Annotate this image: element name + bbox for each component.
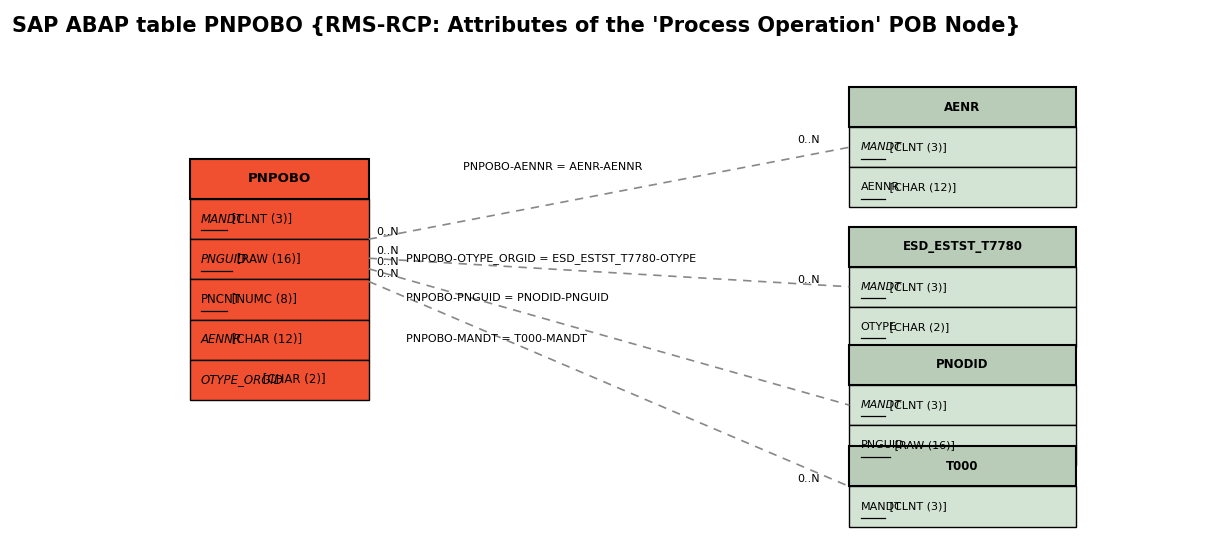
Text: [RAW (16)]: [RAW (16)] — [233, 253, 300, 266]
Text: [CLNT (3)]: [CLNT (3)] — [886, 142, 947, 152]
Text: ESD_ESTST_T7780: ESD_ESTST_T7780 — [902, 240, 1023, 253]
Bar — [849, 486, 1076, 526]
Bar — [849, 167, 1076, 208]
Text: MANDT: MANDT — [861, 502, 901, 512]
Bar — [190, 199, 368, 239]
Text: PNPOBO-MANDT = T000-MANDT: PNPOBO-MANDT = T000-MANDT — [406, 334, 587, 344]
Text: AENR: AENR — [945, 100, 980, 114]
Bar — [849, 345, 1076, 385]
Bar — [849, 307, 1076, 347]
Bar — [849, 446, 1076, 486]
Text: [CHAR (12)]: [CHAR (12)] — [886, 182, 956, 192]
Text: [CLNT (3)]: [CLNT (3)] — [886, 400, 947, 410]
Text: [CHAR (12)]: [CHAR (12)] — [227, 333, 302, 346]
Text: 0..N: 0..N — [376, 246, 399, 256]
Text: MANDT: MANDT — [861, 282, 902, 292]
Text: [CLNT (3)]: [CLNT (3)] — [227, 212, 292, 226]
Bar — [190, 360, 368, 400]
Text: 0..N: 0..N — [376, 257, 399, 267]
Text: AENNR: AENNR — [201, 333, 242, 346]
Text: OTYPE_ORGID: OTYPE_ORGID — [201, 373, 283, 386]
Text: 0..N: 0..N — [798, 474, 820, 484]
Text: 0..N: 0..N — [376, 227, 399, 237]
Text: PNGUID: PNGUID — [201, 253, 247, 266]
Text: PNPOBO-PNGUID = PNODID-PNGUID: PNPOBO-PNGUID = PNODID-PNGUID — [406, 293, 609, 304]
Text: MANDT: MANDT — [201, 212, 244, 226]
Bar — [849, 227, 1076, 267]
Text: PNCNT: PNCNT — [201, 293, 241, 306]
Bar — [849, 87, 1076, 127]
Text: MANDT: MANDT — [861, 142, 902, 152]
Text: SAP ABAP table PNPOBO {RMS-RCP: Attributes of the 'Process Operation' POB Node}: SAP ABAP table PNPOBO {RMS-RCP: Attribut… — [12, 16, 1020, 36]
Text: PNPOBO-AENNR = AENR-AENNR: PNPOBO-AENNR = AENR-AENNR — [463, 163, 642, 172]
Bar — [849, 127, 1076, 167]
Text: [NUMC (8)]: [NUMC (8)] — [227, 293, 297, 306]
Text: T000: T000 — [946, 460, 979, 473]
Text: [RAW (16)]: [RAW (16)] — [891, 440, 955, 450]
Text: [CLNT (3)]: [CLNT (3)] — [886, 282, 947, 292]
Text: PNODID: PNODID — [936, 358, 989, 372]
Bar — [849, 267, 1076, 307]
Text: [CLNT (3)]: [CLNT (3)] — [886, 502, 947, 512]
Text: 0..N: 0..N — [376, 270, 399, 279]
Bar — [849, 425, 1076, 466]
Text: 0..N: 0..N — [798, 274, 820, 284]
Bar — [190, 159, 368, 199]
Bar — [190, 239, 368, 279]
Text: PNPOBO: PNPOBO — [248, 172, 311, 186]
Bar — [190, 279, 368, 320]
Text: [CHAR (2)]: [CHAR (2)] — [259, 373, 326, 386]
Text: 0..N: 0..N — [798, 135, 820, 145]
Bar — [849, 385, 1076, 425]
Bar — [190, 320, 368, 360]
Text: OTYPE: OTYPE — [861, 322, 896, 332]
Text: PNGUID: PNGUID — [861, 440, 905, 450]
Text: AENNR: AENNR — [861, 182, 900, 192]
Text: PNPOBO-OTYPE_ORGID = ESD_ESTST_T7780-OTYPE: PNPOBO-OTYPE_ORGID = ESD_ESTST_T7780-OTY… — [406, 253, 697, 264]
Text: MANDT: MANDT — [861, 400, 902, 410]
Text: [CHAR (2)]: [CHAR (2)] — [886, 322, 950, 332]
